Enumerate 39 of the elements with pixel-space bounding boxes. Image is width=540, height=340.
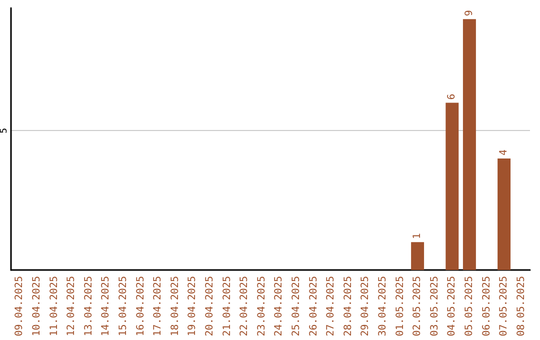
x-tick-label: 16.04.2025 <box>135 276 146 336</box>
x-tick-label: 15.04.2025 <box>118 276 129 336</box>
data-label: 9 <box>464 10 475 16</box>
bar <box>462 19 476 270</box>
x-tick-label: 30.04.2025 <box>377 276 388 336</box>
x-tick-label: 25.04.2025 <box>290 276 302 336</box>
y-tick-label: 5 <box>0 128 10 134</box>
x-tick-label: 03.05.2025 <box>429 276 440 336</box>
bar <box>411 242 424 270</box>
x-tick-label: 08.05.2025 <box>516 276 527 336</box>
x-tick-label: 29.04.2025 <box>360 276 372 336</box>
x-tick-label: 10.04.2025 <box>31 276 42 336</box>
x-tick-label: 07.05.2025 <box>498 276 510 336</box>
x-tick-label: 05.05.2025 <box>464 276 475 336</box>
x-tick-label: 26.04.2025 <box>308 276 320 336</box>
x-tick-label: 01.05.2025 <box>394 276 406 336</box>
x-tick-label: 14.04.2025 <box>100 276 112 336</box>
x-tick-label: 19.04.2025 <box>187 276 198 336</box>
x-tick-label: 09.04.2025 <box>14 276 26 336</box>
x-tick-label: 18.04.2025 <box>170 276 181 336</box>
x-tick-label: 04.05.2025 <box>446 276 458 336</box>
x-tick-label: 11.04.2025 <box>48 276 60 336</box>
x-tick-label: 27.04.2025 <box>326 276 337 336</box>
x-tick-label: 02.05.2025 <box>412 276 424 336</box>
data-label: 6 <box>446 94 458 100</box>
x-tick-label: 21.04.2025 <box>222 276 233 336</box>
x-tick-label: 06.05.2025 <box>481 276 492 336</box>
x-tick-label: 24.04.2025 <box>274 276 285 336</box>
data-label: 4 <box>498 149 510 156</box>
bar <box>498 158 511 270</box>
x-tick-label: 13.04.2025 <box>83 276 94 336</box>
x-tick-label: 12.04.2025 <box>66 276 78 336</box>
x-tick-label: 17.04.2025 <box>152 276 164 336</box>
x-tick-label: 23.04.2025 <box>256 276 268 336</box>
x-tick-label: 28.04.2025 <box>342 276 354 336</box>
bar <box>446 102 459 270</box>
x-tick-label: 20.04.2025 <box>204 276 216 336</box>
data-label: 1 <box>412 233 424 240</box>
x-tick-label: 22.04.2025 <box>239 276 250 336</box>
